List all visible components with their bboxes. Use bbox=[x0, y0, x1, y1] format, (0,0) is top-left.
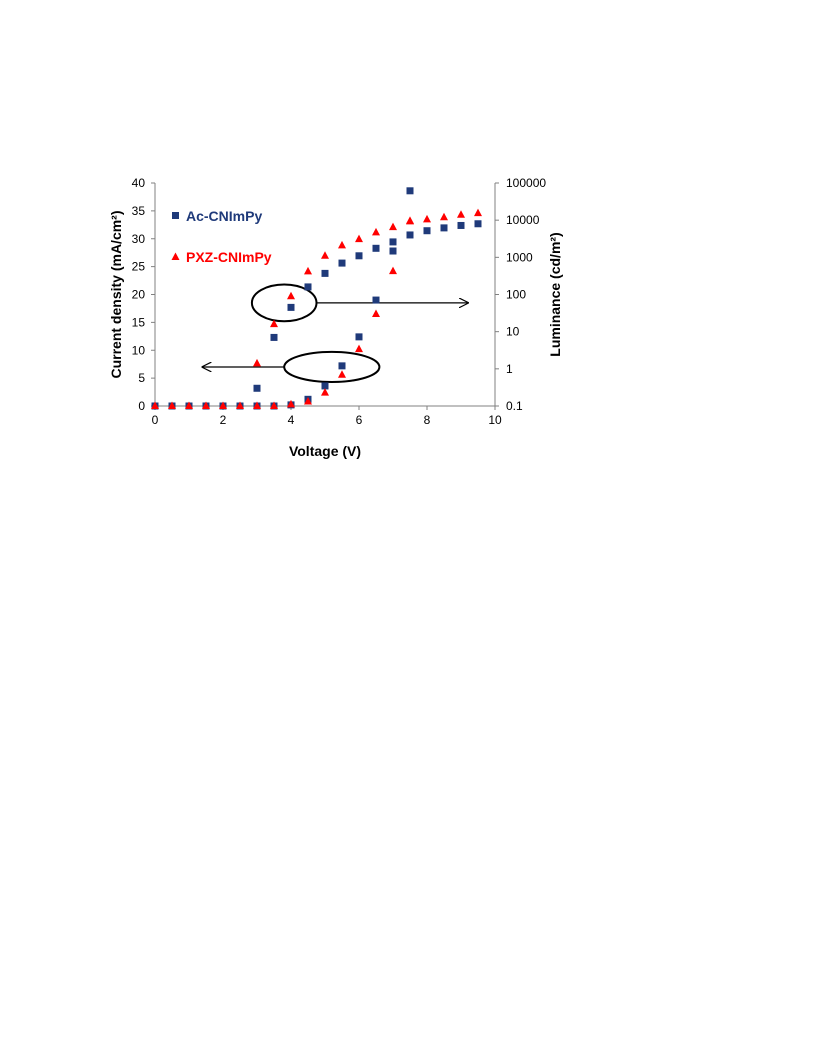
data-point-triangle bbox=[151, 401, 159, 409]
data-point-triangle bbox=[253, 401, 261, 409]
data-point-triangle bbox=[253, 358, 261, 367]
legend-label: Ac-CNImPy bbox=[186, 208, 262, 224]
data-point-square bbox=[304, 283, 312, 291]
data-point-triangle bbox=[474, 208, 482, 217]
y-left-tick-label: 0 bbox=[138, 399, 145, 413]
y-right-tick-label: 100000 bbox=[506, 176, 546, 190]
data-point-square bbox=[270, 333, 278, 341]
y-right-tick-label: 100 bbox=[506, 288, 526, 302]
data-point-square bbox=[423, 227, 431, 235]
x-tick-label: 6 bbox=[356, 413, 363, 427]
y-right-tick-label: 0.1 bbox=[506, 399, 523, 413]
y-left-tick-label: 30 bbox=[132, 232, 146, 246]
data-point-triangle bbox=[321, 251, 329, 259]
data-point-triangle bbox=[389, 266, 397, 275]
data-point-triangle bbox=[389, 222, 397, 231]
legend: Ac-CNImPy PXZ-CNImPy bbox=[171, 208, 272, 265]
annotations bbox=[203, 283, 468, 384]
y-right-tick-label: 10 bbox=[506, 325, 520, 339]
data-point-square bbox=[389, 238, 397, 246]
data-point-triangle bbox=[270, 401, 278, 409]
x-axis-title: Voltage (V) bbox=[289, 443, 361, 459]
x-tick-label: 2 bbox=[220, 413, 227, 427]
data-point-triangle bbox=[338, 370, 346, 378]
legend-marker-triangle bbox=[171, 252, 180, 260]
data-point-triangle bbox=[304, 266, 312, 275]
x-tick-label: 8 bbox=[424, 413, 431, 427]
data-point-square bbox=[253, 384, 261, 392]
data-point-triangle bbox=[355, 344, 363, 353]
data-point-square bbox=[355, 333, 363, 341]
data-point-triangle bbox=[202, 401, 210, 409]
data-point-square bbox=[389, 247, 397, 255]
data-point-square bbox=[287, 303, 295, 311]
data-point-triangle bbox=[185, 401, 193, 409]
y-right-tick-label: 1000 bbox=[506, 250, 533, 264]
data-point-triangle bbox=[457, 210, 465, 218]
y-left-tick-label: 10 bbox=[132, 343, 146, 357]
data-point-square bbox=[406, 187, 414, 195]
y-left-tick-label: 20 bbox=[132, 288, 146, 302]
data-point-triangle bbox=[406, 216, 414, 225]
data-point-square bbox=[406, 231, 414, 239]
data-point-square bbox=[457, 221, 465, 229]
data-point-square bbox=[372, 244, 380, 252]
data-point-triangle bbox=[338, 240, 346, 249]
data-point-triangle bbox=[219, 401, 227, 409]
data-point-square bbox=[355, 252, 363, 260]
data-point-triangle bbox=[287, 399, 295, 408]
data-point-square bbox=[474, 220, 482, 228]
y-right-tick-label: 10000 bbox=[506, 213, 540, 227]
y-left-tick-label: 25 bbox=[132, 260, 146, 274]
tick-labels: 0 2 4 6 8 1005101520253035400.111010010001000… bbox=[132, 176, 547, 427]
y-axis-right-title: Luminance (cd/m²) bbox=[547, 232, 563, 356]
data-point-square bbox=[338, 362, 346, 370]
data-point-triangle bbox=[440, 212, 448, 221]
data-point-triangle bbox=[355, 234, 363, 243]
data-point-triangle bbox=[304, 397, 312, 405]
x-tick-label: 0 bbox=[152, 413, 159, 427]
data-point-square bbox=[372, 296, 380, 304]
annotation-ellipse bbox=[283, 350, 381, 384]
y-left-tick-label: 5 bbox=[138, 371, 145, 385]
data-point-square bbox=[321, 269, 329, 277]
y-left-tick-label: 40 bbox=[132, 176, 146, 190]
data-point-triangle bbox=[372, 227, 380, 236]
x-tick-label: 10 bbox=[488, 413, 502, 427]
y-left-tick-label: 35 bbox=[132, 204, 146, 218]
data-point-square bbox=[440, 224, 448, 232]
legend-marker-square bbox=[172, 212, 179, 219]
y-left-tick-label: 15 bbox=[132, 315, 146, 329]
legend-label: PXZ-CNImPy bbox=[186, 249, 272, 265]
data-point-square bbox=[321, 382, 329, 390]
x-tick-label: 4 bbox=[288, 413, 295, 427]
y-right-tick-label: 1 bbox=[506, 362, 513, 376]
data-marks bbox=[151, 187, 482, 410]
data-point-triangle bbox=[168, 401, 176, 409]
data-point-triangle bbox=[423, 214, 431, 223]
data-point-triangle bbox=[372, 309, 380, 318]
y-axis-left-title: Current density (mA/cm²) bbox=[108, 210, 124, 378]
data-point-triangle bbox=[236, 401, 244, 409]
data-point-triangle bbox=[321, 388, 329, 396]
data-point-square bbox=[338, 259, 346, 267]
data-point-triangle bbox=[287, 291, 295, 300]
data-point-triangle bbox=[270, 319, 278, 328]
